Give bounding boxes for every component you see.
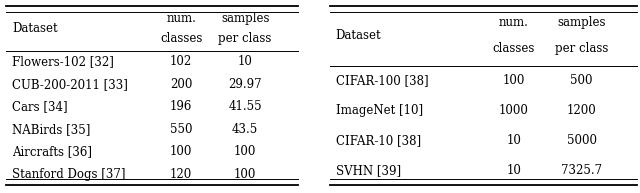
Text: Dataset: Dataset (12, 22, 58, 35)
Text: 10: 10 (237, 55, 253, 68)
Text: 120: 120 (170, 168, 192, 181)
Text: NABirds [35]: NABirds [35] (12, 123, 91, 136)
Text: 500: 500 (570, 74, 593, 87)
Text: num.: num. (166, 12, 196, 25)
Text: 7325.7: 7325.7 (561, 164, 602, 177)
Text: 29.97: 29.97 (228, 78, 262, 91)
Text: 100: 100 (234, 168, 257, 181)
Text: classes: classes (493, 42, 535, 55)
Text: 41.55: 41.55 (228, 100, 262, 113)
Text: ImageNet [10]: ImageNet [10] (336, 104, 423, 117)
Text: classes: classes (160, 32, 202, 45)
Text: per class: per class (555, 42, 608, 55)
Text: Cars [34]: Cars [34] (12, 100, 68, 113)
Text: samples: samples (221, 12, 269, 25)
Text: CIFAR-100 [38]: CIFAR-100 [38] (336, 74, 428, 87)
Text: 10: 10 (506, 164, 522, 177)
Text: Flowers-102 [32]: Flowers-102 [32] (12, 55, 114, 68)
Text: CIFAR-10 [38]: CIFAR-10 [38] (336, 134, 421, 147)
Text: per class: per class (218, 32, 272, 45)
Text: 1000: 1000 (499, 104, 529, 117)
Text: 100: 100 (234, 145, 257, 158)
Text: Dataset: Dataset (336, 29, 381, 42)
Text: 196: 196 (170, 100, 192, 113)
Text: CUB-200-2011 [33]: CUB-200-2011 [33] (12, 78, 128, 91)
Text: 102: 102 (170, 55, 192, 68)
Text: 10: 10 (506, 134, 522, 147)
Text: 100: 100 (170, 145, 192, 158)
Text: 200: 200 (170, 78, 192, 91)
Text: SVHN [39]: SVHN [39] (336, 164, 401, 177)
Text: 100: 100 (503, 74, 525, 87)
Text: num.: num. (499, 16, 529, 29)
Text: Stanford Dogs [37]: Stanford Dogs [37] (12, 168, 125, 181)
Text: samples: samples (557, 16, 605, 29)
Text: 1200: 1200 (566, 104, 596, 117)
Text: 550: 550 (170, 123, 193, 136)
Text: Aircrafts [36]: Aircrafts [36] (12, 145, 92, 158)
Text: 43.5: 43.5 (232, 123, 259, 136)
Text: 5000: 5000 (566, 134, 596, 147)
